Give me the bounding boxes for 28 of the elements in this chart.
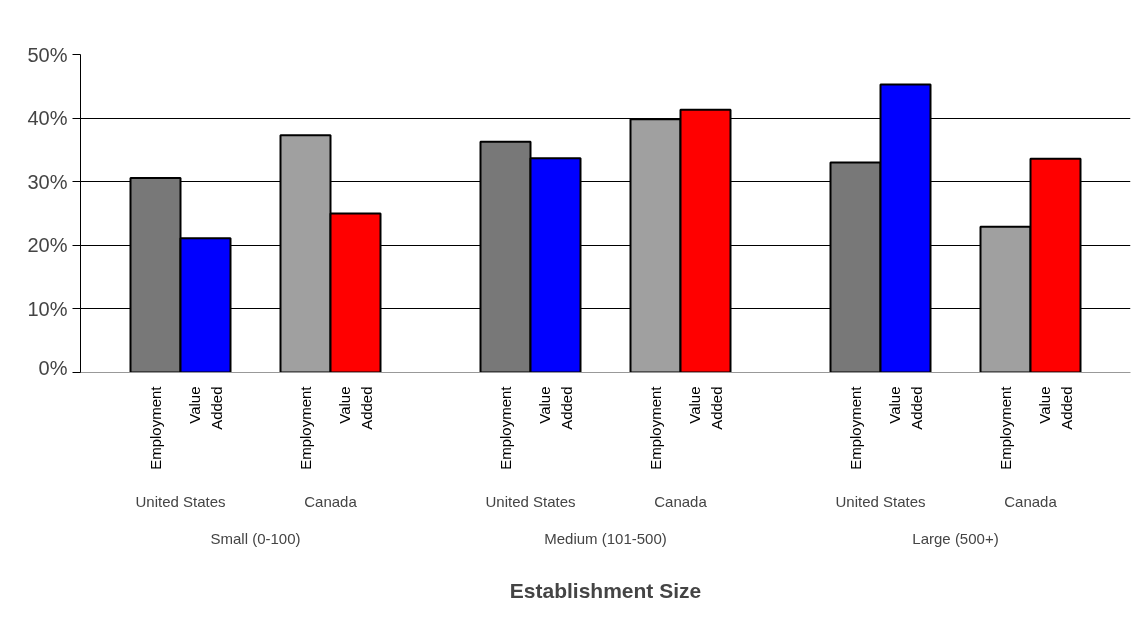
y-tick-label: 40% xyxy=(27,107,68,130)
text: Large (500+) xyxy=(912,530,999,547)
y-tick-label: 10% xyxy=(27,297,68,320)
text: Medium (101-500) xyxy=(544,530,667,547)
text: Canada xyxy=(304,493,358,510)
y-tick-label: 50% xyxy=(27,43,68,66)
y-tick-label: 20% xyxy=(27,234,68,257)
text: Small (0-100) xyxy=(210,530,301,547)
x-tick-label: Value Added xyxy=(536,386,575,430)
x-tick-label: Employment xyxy=(997,385,1014,470)
y-tick-label: 0% xyxy=(38,356,68,379)
x-tick-label: Value Added xyxy=(1036,386,1075,430)
x-tick-label: Employment xyxy=(647,385,664,470)
text: Establishment Size xyxy=(509,579,702,602)
text: Canada xyxy=(1004,493,1058,510)
x-tick-label: Value Added xyxy=(336,386,375,430)
text: United States xyxy=(835,493,926,510)
x-tick-label: Employment xyxy=(497,385,514,470)
text: United States xyxy=(485,493,576,510)
x-tick-label: Employment xyxy=(147,385,164,470)
text: Canada xyxy=(654,493,708,510)
text: United States xyxy=(135,493,226,510)
x-tick-label: Employment xyxy=(847,385,864,470)
x-tick-label: Value Added xyxy=(886,386,925,430)
x-tick-label: Employment xyxy=(297,385,314,470)
y-tick-label: 30% xyxy=(27,170,68,193)
x-tick-label: Value Added xyxy=(186,386,225,430)
x-tick-label: Value Added xyxy=(686,386,725,430)
